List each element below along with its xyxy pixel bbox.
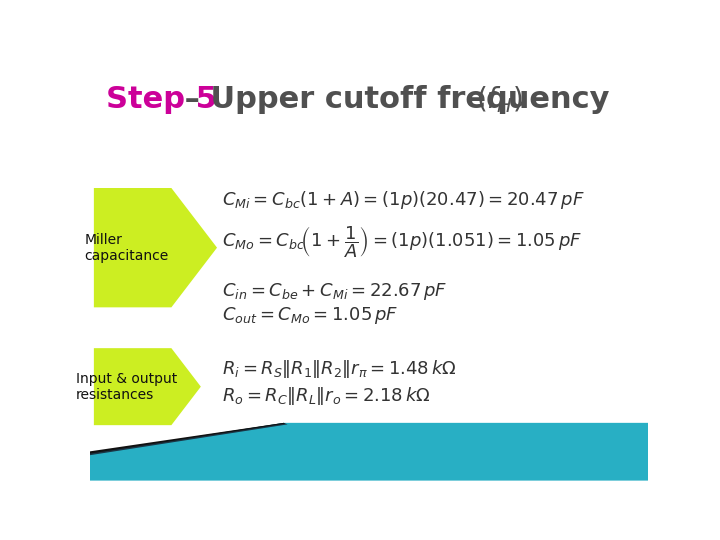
Text: Input & output
resistances: Input & output resistances bbox=[76, 372, 177, 402]
Text: $C_{Mi} = C_{bc}(1+A)= (1p)(20.47)= 20.47\, pF$: $C_{Mi} = C_{bc}(1+A)= (1p)(20.47)= 20.4… bbox=[222, 188, 585, 211]
Polygon shape bbox=[94, 188, 217, 307]
Text: $R_i = R_S \| R_1 \| R_2 \| r_{\pi} = 1.48\, k\Omega$: $R_i = R_S \| R_1 \| R_2 \| r_{\pi} = 1.… bbox=[222, 358, 456, 380]
Polygon shape bbox=[94, 348, 201, 425]
Text: Miller
capacitance: Miller capacitance bbox=[84, 233, 168, 263]
Text: Step 5: Step 5 bbox=[106, 85, 217, 114]
Polygon shape bbox=[90, 423, 285, 454]
Text: $C_{out} = C_{Mo} = 1.05\, pF$: $C_{out} = C_{Mo} = 1.05\, pF$ bbox=[222, 305, 398, 326]
Text: $C_{Mo} = C_{bc}\!\left(1+\dfrac{1}{A}\right)= (1p)(1.051)=1.05\, pF$: $C_{Mo} = C_{bc}\!\left(1+\dfrac{1}{A}\r… bbox=[222, 224, 582, 260]
Text: – Upper cutoff frequency: – Upper cutoff frequency bbox=[174, 85, 620, 114]
Polygon shape bbox=[90, 423, 648, 481]
Text: $C_{in} = C_{be} + C_{Mi} = 22.67\, pF$: $C_{in} = C_{be} + C_{Mi} = 22.67\, pF$ bbox=[222, 281, 447, 302]
Text: $(f_H)$: $(f_H)$ bbox=[476, 84, 522, 115]
Polygon shape bbox=[90, 423, 287, 455]
Text: $R_o = R_C \| R_L \| r_o = 2.18\, k\Omega$: $R_o = R_C \| R_L \| r_o = 2.18\, k\Omeg… bbox=[222, 385, 431, 407]
